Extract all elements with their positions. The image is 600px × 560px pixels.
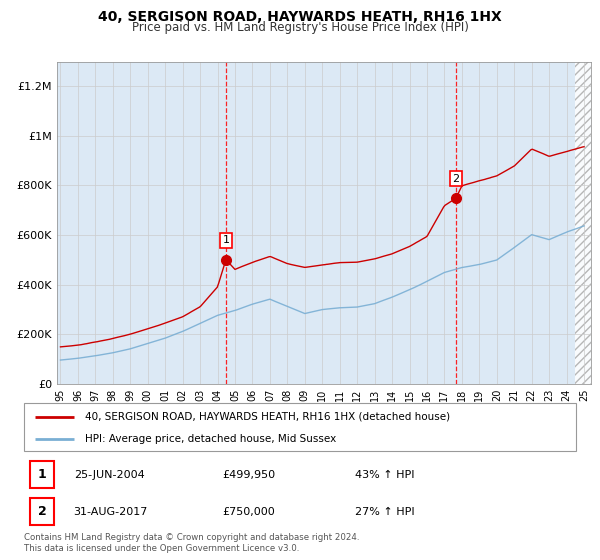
Text: 2: 2 bbox=[452, 174, 460, 184]
Text: HPI: Average price, detached house, Mid Sussex: HPI: Average price, detached house, Mid … bbox=[85, 434, 336, 444]
Text: 25-JUN-2004: 25-JUN-2004 bbox=[74, 470, 145, 479]
Text: 2: 2 bbox=[38, 505, 46, 518]
Text: 40, SERGISON ROAD, HAYWARDS HEATH, RH16 1HX (detached house): 40, SERGISON ROAD, HAYWARDS HEATH, RH16 … bbox=[85, 412, 450, 422]
Text: Contains HM Land Registry data © Crown copyright and database right 2024.
This d: Contains HM Land Registry data © Crown c… bbox=[24, 533, 359, 553]
Text: 1: 1 bbox=[38, 468, 46, 481]
FancyBboxPatch shape bbox=[29, 461, 55, 488]
FancyBboxPatch shape bbox=[29, 498, 55, 525]
Bar bbox=[575, 62, 593, 384]
Text: 1: 1 bbox=[223, 235, 229, 245]
Text: 43% ↑ HPI: 43% ↑ HPI bbox=[355, 470, 415, 479]
Text: Price paid vs. HM Land Registry's House Price Index (HPI): Price paid vs. HM Land Registry's House … bbox=[131, 21, 469, 34]
Text: 40, SERGISON ROAD, HAYWARDS HEATH, RH16 1HX: 40, SERGISON ROAD, HAYWARDS HEATH, RH16 … bbox=[98, 10, 502, 24]
Text: 31-AUG-2017: 31-AUG-2017 bbox=[74, 507, 148, 517]
Text: 27% ↑ HPI: 27% ↑ HPI bbox=[355, 507, 415, 517]
Text: £499,950: £499,950 bbox=[223, 470, 276, 479]
Text: £750,000: £750,000 bbox=[223, 507, 275, 517]
